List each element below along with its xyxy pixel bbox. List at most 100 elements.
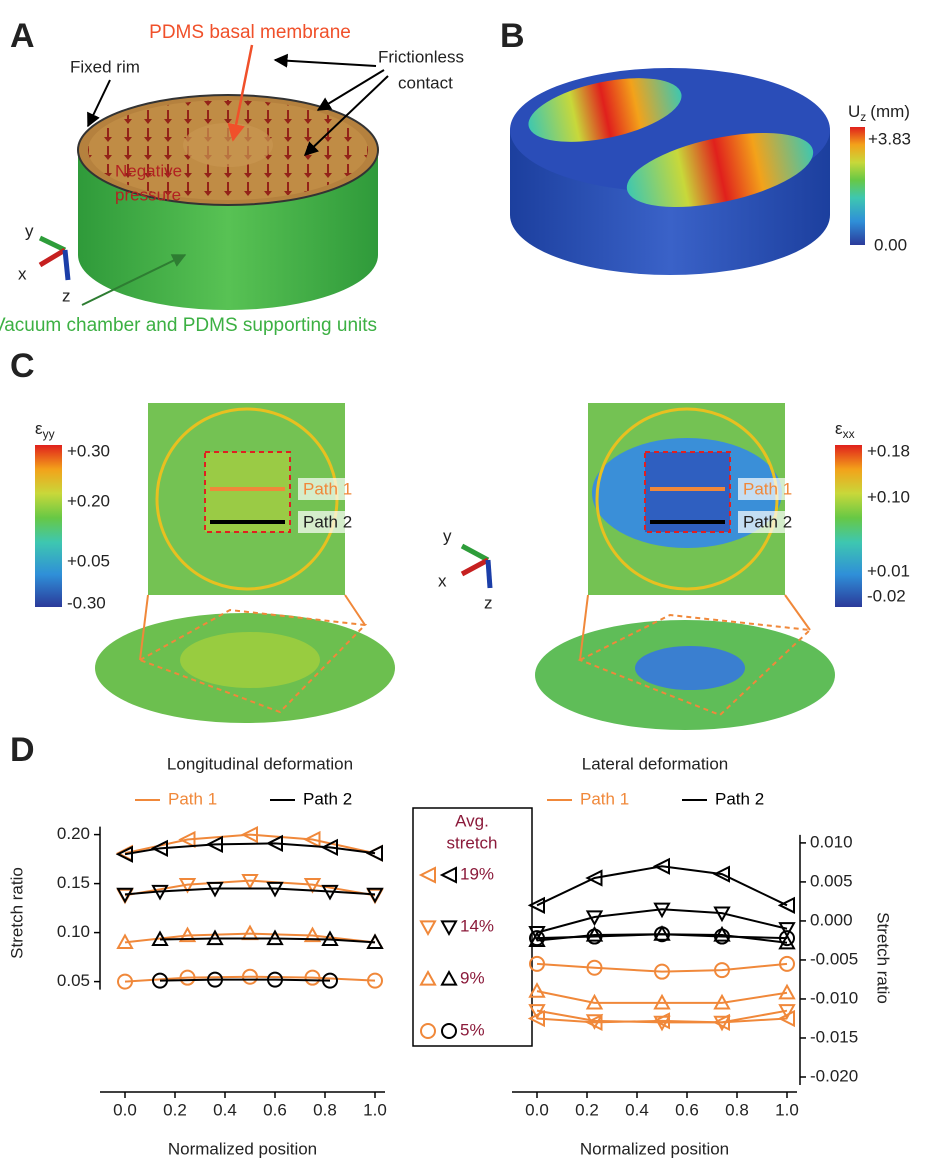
connector	[785, 595, 810, 630]
stretch-label: 5%	[460, 1020, 485, 1039]
path-label: Path 1	[743, 479, 792, 498]
stretch-legend-title: Avg.	[455, 811, 489, 830]
colorbar-label: +0.10	[867, 487, 910, 506]
path-label: Path 2	[303, 512, 352, 531]
x-tick-label: 0.0	[525, 1100, 549, 1119]
y-tick-label: 0.20	[57, 824, 90, 843]
x-tick-label: 0.6	[263, 1100, 287, 1119]
connector	[345, 595, 365, 625]
marker	[780, 986, 794, 999]
axis-x	[462, 560, 488, 574]
x-axis-title: Normalized position	[580, 1139, 729, 1158]
stretch-label: 19%	[460, 864, 494, 883]
panel-label: B	[500, 17, 525, 55]
colorbar-label: +3.83	[868, 129, 911, 148]
marker	[421, 1024, 435, 1038]
y-tick-label: -0.005	[810, 949, 858, 968]
legend-label: Path 2	[303, 789, 352, 808]
x-tick-label: 0.8	[313, 1100, 337, 1119]
colorbar-title: Uz(mm)	[848, 102, 910, 124]
y-tick-label: -0.020	[810, 1066, 858, 1085]
panel-label: C	[10, 347, 35, 385]
axis-triad: y x z	[18, 221, 71, 305]
y-tick-label: -0.015	[810, 1027, 858, 1046]
panel-label: D	[10, 731, 35, 769]
subscript: z	[860, 110, 866, 124]
axis-label: y	[443, 526, 452, 545]
x-tick-label: 0.6	[675, 1100, 699, 1119]
stretch-label: 14%	[460, 916, 494, 935]
annotation: Vacuum chamber and PDMS supporting units	[0, 315, 377, 336]
x-tick-label: 0.4	[625, 1100, 649, 1119]
colorbar-label: 0.00	[874, 235, 907, 254]
panel-b: B Uz(mm) +3.83 0.00	[500, 17, 911, 275]
series-line	[537, 1018, 787, 1022]
axis-label: x	[438, 571, 447, 590]
chart-title: Longitudinal deformation	[167, 754, 353, 773]
stretch-legend-title: stretch	[446, 833, 497, 852]
path-label: Path 2	[743, 512, 792, 531]
panel-a: A PDMS basal membrane Fixed rim Friction…	[0, 17, 464, 336]
colorbar	[35, 445, 62, 607]
x-tick-label: 0.0	[113, 1100, 137, 1119]
colorbar-title: εyy	[35, 419, 55, 441]
marker	[442, 1024, 456, 1038]
axis-label: x	[18, 264, 27, 283]
annotation: Fixed rim	[70, 57, 140, 76]
y-axis-title: Stretch ratio	[874, 912, 893, 1004]
panel-c: C εyy +0.30 +0.20 +0.05 -0.30 Path 1 Pat…	[10, 347, 910, 730]
subscript: yy	[43, 427, 55, 441]
axis-label: z	[484, 593, 493, 612]
colorbar-label: +0.20	[67, 491, 110, 510]
y-tick-label: -0.010	[810, 988, 858, 1007]
y-tick-label: 0.005	[810, 871, 853, 890]
x-tick-label: 1.0	[363, 1100, 387, 1119]
subscript: xx	[843, 427, 855, 441]
legend-label: Path 2	[715, 789, 764, 808]
x-tick-label: 0.2	[163, 1100, 187, 1119]
y-tick-label: 0.10	[57, 922, 90, 941]
annotation: pressure	[115, 185, 181, 204]
colorbar-label: +0.05	[67, 551, 110, 570]
y-tick-label: 0.15	[57, 873, 90, 892]
symbol: U	[848, 102, 860, 121]
y-tick-label: 0.000	[810, 910, 853, 929]
marker	[442, 921, 456, 934]
colorbar-label: +0.30	[67, 441, 110, 460]
y-tick-label: 0.010	[810, 832, 853, 851]
marker	[421, 972, 435, 985]
legend-label: Path 1	[580, 789, 629, 808]
annotation: Frictionless	[378, 47, 464, 66]
panel-d: D Avg. stretch 19%14%9%5%Longitudinal de…	[7, 731, 892, 1159]
colorbar	[850, 127, 865, 245]
axis-z	[488, 560, 490, 588]
series-line	[537, 934, 787, 938]
axis-y	[462, 546, 488, 560]
colorbar-label: +0.18	[867, 441, 910, 460]
marker	[442, 972, 456, 985]
series-line	[537, 866, 787, 905]
strain-map	[635, 646, 745, 690]
legend-label: Path 1	[168, 789, 217, 808]
series-line	[160, 980, 330, 981]
marker	[442, 868, 456, 882]
chart-title: Lateral deformation	[582, 754, 728, 773]
axis-y	[40, 238, 65, 250]
x-tick-label: 1.0	[775, 1100, 799, 1119]
marker	[421, 868, 435, 882]
arrow	[275, 60, 376, 66]
figure: A PDMS basal membrane Fixed rim Friction…	[0, 0, 925, 1163]
annotation: contact	[398, 73, 453, 92]
membrane-center	[183, 123, 273, 167]
x-tick-label: 0.4	[213, 1100, 237, 1119]
panel-label: A	[10, 17, 35, 55]
annotation: PDMS basal membrane	[149, 22, 351, 43]
axis-z	[65, 250, 68, 280]
x-tick-label: 0.2	[575, 1100, 599, 1119]
strain-map	[180, 632, 320, 688]
x-tick-label: 0.8	[725, 1100, 749, 1119]
axis-label: y	[25, 221, 34, 240]
colorbar-label: +0.01	[867, 561, 910, 580]
colorbar-title: εxx	[835, 419, 855, 441]
annotation: Negative	[115, 161, 182, 180]
